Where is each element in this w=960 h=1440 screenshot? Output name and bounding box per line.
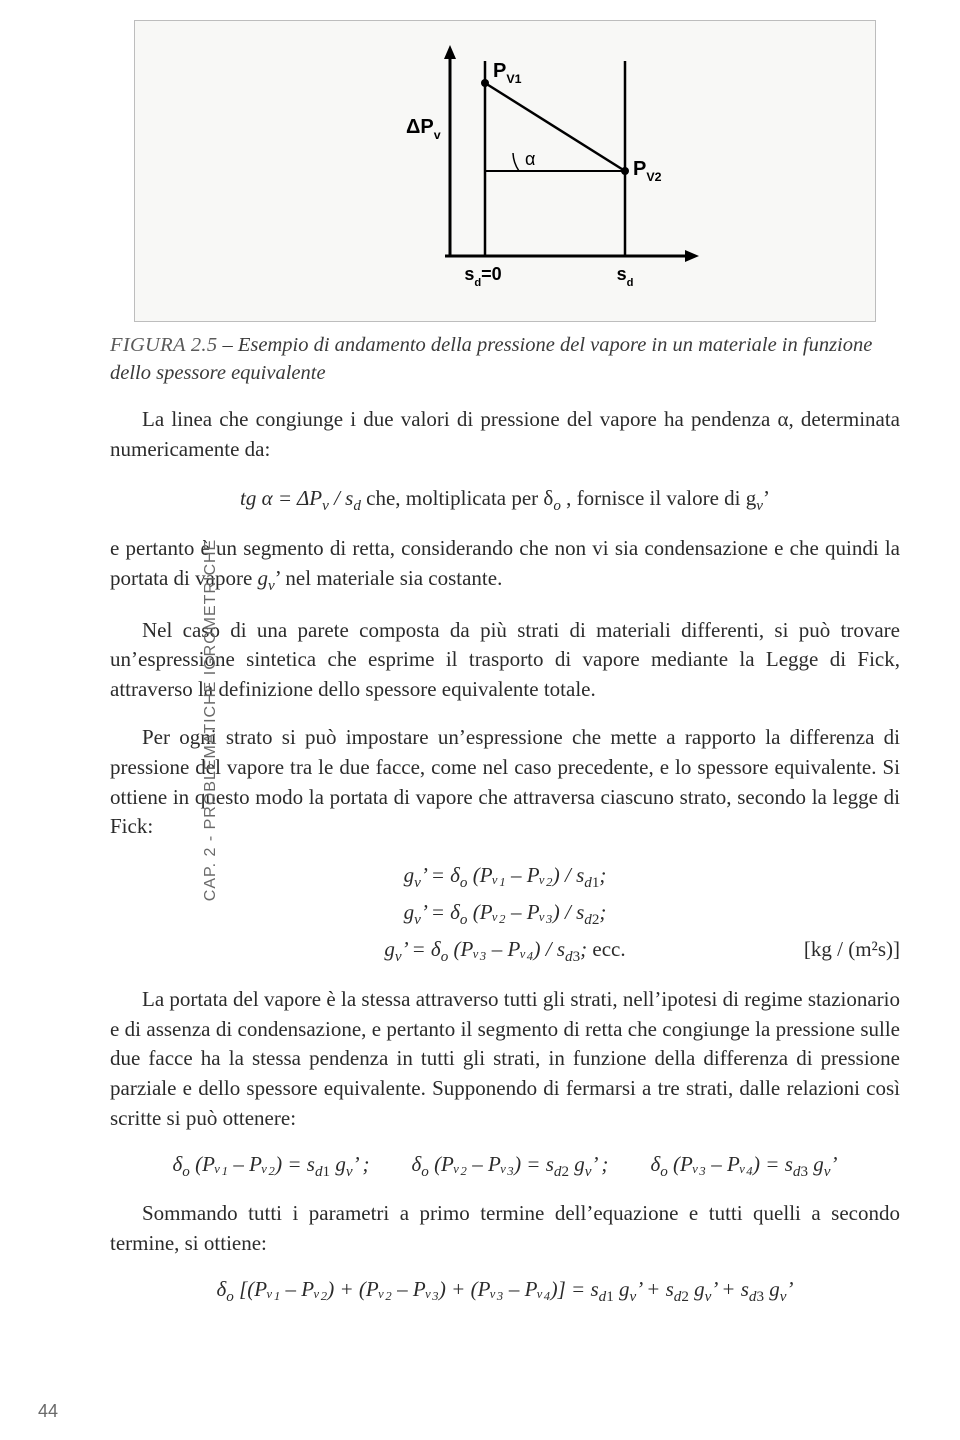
caption-lead: FIGURA 2.5 bbox=[110, 334, 217, 356]
equation-row: δo (Pᵥ₁ – Pᵥ₂) = sd1 gv’ ; δo (Pᵥ₂ – Pᵥ₃… bbox=[110, 1152, 900, 1181]
paragraph-6: Sommando tutti i parametri a primo termi… bbox=[110, 1199, 900, 1259]
figure-2-5: PV1PV2ΔPvαsd=0sd bbox=[134, 20, 876, 322]
paragraph-5: La portata del vapore è la stessa attrav… bbox=[110, 985, 900, 1134]
page-number: 44 bbox=[38, 1401, 58, 1422]
equation-set-fick: gv’ = δo (Pᵥ₁ – Pᵥ₂) / sd1; gv’ = δo (Pᵥ… bbox=[110, 860, 900, 969]
paragraph-2: e pertanto è un segmento di retta, consi… bbox=[110, 534, 900, 597]
chapter-side-label: CAP. 2 - PROBLEMATICHE IGROMETRICHE bbox=[202, 539, 220, 901]
equation-final: δo [(Pᵥ₁ – Pᵥ₂) + (Pᵥ₂ – Pᵥ₃) + (Pᵥ₃ – P… bbox=[110, 1277, 900, 1306]
eq-row-c: δo (Pᵥ₃ – Pᵥ₄) = sd3 gv’ bbox=[650, 1152, 837, 1181]
eq-fick-3: gv’ = δo (Pᵥ₃ – Pᵥ₄) / sd3; ecc. [kg / (… bbox=[110, 934, 900, 969]
eq-row-b: δo (Pᵥ₂ – Pᵥ₃) = sd2 gv’ ; bbox=[411, 1152, 608, 1181]
eq-fick-1: gv’ = δo (Pᵥ₁ – Pᵥ₂) / sd1; bbox=[110, 860, 900, 895]
eq-fick-2: gv’ = δo (Pᵥ₂ – Pᵥ₃) / sd2; bbox=[110, 897, 900, 932]
caption-text: – Esempio di andamento della pressione d… bbox=[110, 334, 872, 384]
paragraph-3: Nel caso di una parete composta da più s… bbox=[110, 616, 900, 705]
figure-svg: PV1PV2ΔPvαsd=0sd bbox=[135, 21, 875, 321]
page: CAP. 2 - PROBLEMATICHE IGROMETRICHE PV1P… bbox=[0, 0, 960, 1440]
equation-tg-alpha: tg α = ΔPv / sd che, moltiplicata per δo… bbox=[110, 483, 900, 518]
paragraph-4: Per ogni strato si può impostare un’espr… bbox=[110, 723, 900, 842]
svg-text:α: α bbox=[525, 149, 535, 169]
eq1-pre: tg α = ΔP bbox=[240, 486, 322, 510]
eq-unit: [kg / (m²s)] bbox=[804, 934, 900, 966]
eq-row-a: δo (Pᵥ₁ – Pᵥ₂) = sd1 gv’ ; bbox=[173, 1152, 370, 1181]
paragraph-1: La linea che congiunge i due valori di p… bbox=[110, 405, 900, 465]
figure-caption: FIGURA 2.5 – Esempio di andamento della … bbox=[110, 332, 900, 387]
